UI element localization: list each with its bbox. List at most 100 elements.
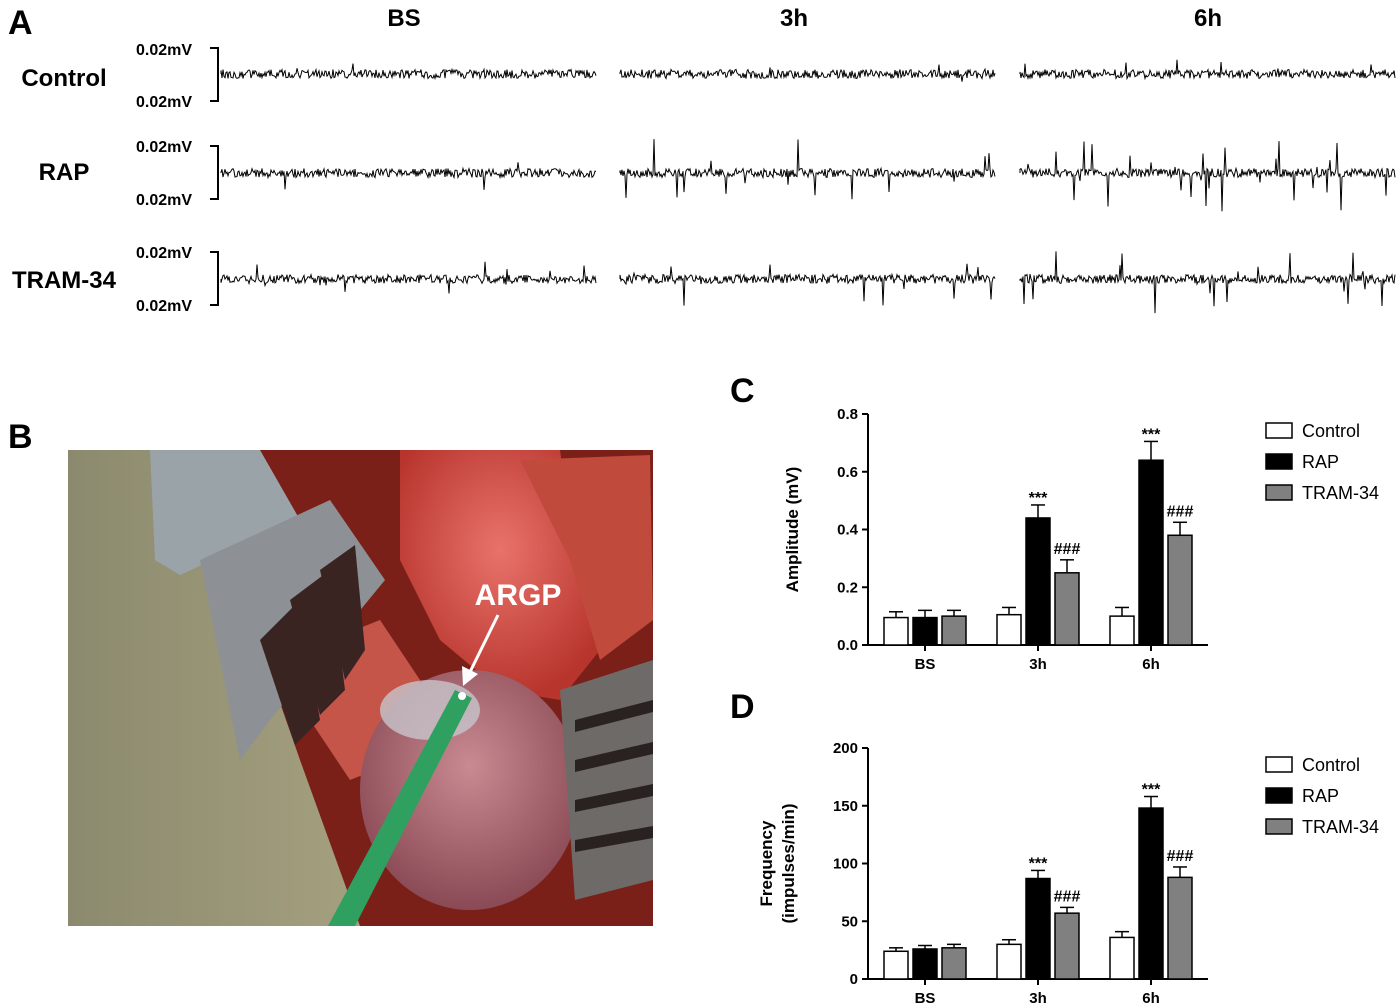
amplitude-significance-marker: ***	[1029, 490, 1048, 507]
trace-tram34-3h	[619, 263, 996, 306]
frequency-y-tick-label: 0	[850, 971, 858, 988]
frequency-legend-swatch	[1265, 756, 1293, 773]
scale-bar-tram34: 0.02mV 0.02mV	[136, 245, 219, 315]
panel-letter-b: B	[8, 418, 33, 456]
frequency-y-tick-label: 100	[833, 856, 858, 873]
frequency-y-axis-title: (impulses/min)	[779, 804, 798, 924]
amplitude-x-tick-label: BS	[915, 656, 936, 673]
amplitude-y-tick-label: 0.6	[837, 464, 858, 481]
trace-control-6h	[1019, 59, 1396, 81]
scale-label-top-rap: 0.02mV	[136, 139, 192, 156]
frequency-y-axis-title: Frequency	[757, 820, 776, 907]
frequency-legend-swatch	[1265, 818, 1293, 835]
frequency-bar-tram34-6h	[1167, 876, 1193, 980]
retractor-right	[560, 660, 653, 900]
retractor-top	[150, 450, 300, 575]
frequency-bar-rap-6h	[1138, 807, 1164, 980]
scale-bar-control: 0.02mV 0.02mV	[136, 42, 219, 111]
frequency-x-tick-label: 3h	[1029, 990, 1047, 1007]
chart-frequency: 0 50 100 150 200 Frequency (impulses/min) BS 3h 6…	[757, 740, 1379, 1007]
frequency-significance-marker: ###	[1054, 888, 1081, 905]
fur-area	[68, 450, 360, 926]
amplitude-y-tick-label: 0.2	[837, 579, 858, 596]
frequency-bar-control-3h	[996, 943, 1022, 980]
frequency-y-tick-label: 50	[841, 913, 858, 930]
lung-lobe-right	[520, 455, 653, 660]
amplitude-bar-rap-bs	[912, 616, 938, 646]
scale-label-bottom-rap: 0.02mV	[136, 192, 192, 209]
frequency-legend-label: TRAM-34	[1302, 817, 1379, 837]
scale-label-top-control: 0.02mV	[136, 42, 192, 59]
amplitude-y-tick-label: 0.0	[837, 637, 858, 654]
trace-rap-3h	[619, 139, 996, 200]
trace-rap-6h	[1019, 141, 1396, 212]
argp-label: ARGP	[475, 579, 562, 612]
amplitude-bar-tram34-3h	[1054, 572, 1080, 646]
frequency-significance-marker: ###	[1167, 848, 1194, 865]
amplitude-bar-tram34-bs	[941, 615, 967, 646]
scale-label-bottom-control: 0.02mV	[136, 94, 192, 111]
amplitude-y-tick-label: 0.8	[837, 406, 858, 423]
trace-rap-bs	[220, 162, 597, 190]
scale-bracket-rap	[210, 145, 219, 200]
amplitude-bar-control-bs	[883, 616, 909, 646]
chart-amplitude: 0.0 0.2 0.4 0.6 0.8 Amplitude (mV) BS 3h 6h *** ##…	[783, 406, 1379, 673]
frequency-legend-label: Control	[1302, 755, 1360, 775]
frequency-bar-tram34-3h	[1054, 912, 1080, 980]
argp-arrow-line	[468, 614, 500, 673]
amplitude-bar-tram34-6h	[1167, 534, 1193, 646]
frequency-bar-rap-bs	[912, 948, 938, 980]
panel-a-traces: BS 3h 6h Control RAP TRAM-34 0.02mV 0.02…	[12, 5, 1396, 315]
argp-arrow-head	[462, 666, 478, 686]
amplitude-x-tick-label: 3h	[1029, 656, 1047, 673]
frequency-significance-marker: ***	[1142, 782, 1161, 799]
amplitude-legend-label: Control	[1302, 421, 1360, 441]
panel-letter-d: D	[730, 688, 755, 726]
amplitude-legend-swatch	[1265, 422, 1293, 439]
column-title-6h: 6h	[1194, 5, 1222, 32]
trace-control-bs	[220, 63, 597, 81]
frequency-legend-label: RAP	[1302, 786, 1339, 806]
frequency-x-tick-label: BS	[915, 990, 936, 1007]
row-label-control: Control	[21, 65, 106, 92]
frequency-legend-swatch	[1265, 787, 1293, 804]
scale-label-top-tram34: 0.02mV	[136, 245, 192, 262]
frequency-bar-tram34-bs	[941, 947, 967, 980]
amplitude-y-axis-title: Amplitude (mV)	[783, 467, 802, 593]
amplitude-significance-marker: ###	[1167, 503, 1194, 520]
frequency-significance-marker: ***	[1029, 855, 1048, 872]
scale-bracket-tram34	[210, 251, 219, 306]
scale-label-bottom-tram34: 0.02mV	[136, 298, 192, 315]
amplitude-legend-label: RAP	[1302, 452, 1339, 472]
amplitude-legend-label: TRAM-34	[1302, 483, 1379, 503]
surgical-photo: ARGP	[68, 450, 653, 926]
amplitude-bar-control-3h	[996, 613, 1022, 646]
electrode-strip	[328, 690, 472, 926]
amplitude-significance-marker: ***	[1142, 426, 1161, 443]
column-title-bs: BS	[387, 5, 420, 32]
trace-tram34-6h	[1019, 251, 1396, 314]
amplitude-bar-rap-3h	[1025, 517, 1051, 646]
column-title-3h: 3h	[780, 5, 808, 32]
amplitude-significance-marker: ###	[1054, 541, 1081, 558]
panel-letter-c: C	[730, 372, 755, 410]
trace-control-3h	[619, 64, 996, 82]
frequency-y-tick-label: 150	[833, 798, 858, 815]
amplitude-x-tick-label: 6h	[1142, 656, 1160, 673]
amplitude-legend-swatch	[1265, 453, 1293, 470]
scale-bracket-control	[210, 47, 219, 102]
frequency-y-tick-label: 200	[833, 740, 858, 757]
amplitude-legend-swatch	[1265, 484, 1293, 501]
frequency-bar-rap-3h	[1025, 877, 1051, 980]
frequency-x-tick-label: 6h	[1142, 990, 1160, 1007]
amplitude-bar-control-6h	[1109, 615, 1135, 646]
panel-letter-a: A	[8, 4, 33, 42]
retractor-left	[200, 500, 385, 760]
frequency-bar-control-bs	[883, 950, 909, 980]
amplitude-y-tick-label: 0.4	[837, 522, 859, 539]
electrode-tip	[458, 692, 466, 700]
frequency-bar-control-6h	[1109, 936, 1135, 980]
amplitude-bar-rap-6h	[1138, 459, 1164, 646]
row-label-rap: RAP	[39, 159, 90, 186]
